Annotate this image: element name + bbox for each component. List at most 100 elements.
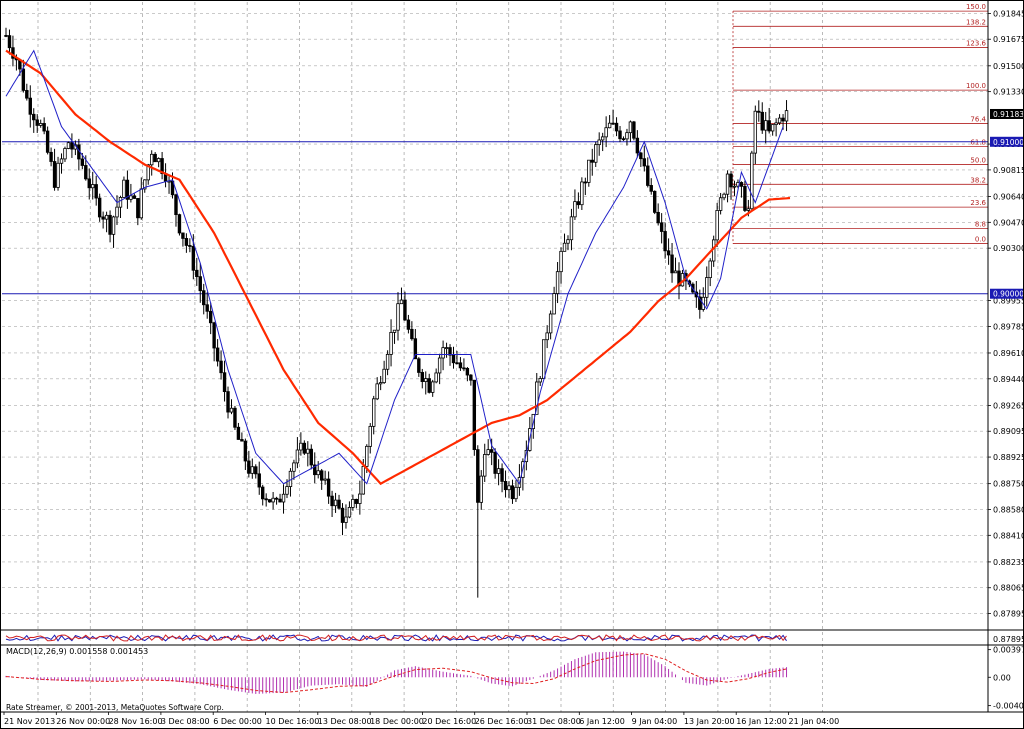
bull-candle [56, 162, 60, 188]
bull-candle [444, 347, 449, 349]
bear-candle [465, 367, 470, 376]
bull-candle [573, 201, 577, 218]
price-axis-label: 0.88925 [993, 453, 1024, 462]
bear-candle [767, 120, 771, 132]
bear-candle [493, 451, 497, 474]
bull-candle [597, 139, 601, 146]
bear-candle [35, 119, 39, 126]
bull-candle [483, 454, 487, 477]
mini-indicator-line-blue [5, 634, 787, 642]
bull-candle [347, 507, 352, 518]
bull-candle [770, 124, 775, 132]
bear-candle [510, 485, 515, 500]
bear-candle [226, 391, 230, 413]
bear-candle [614, 122, 619, 132]
bear-candle [781, 117, 785, 122]
bull-candle [91, 184, 95, 189]
bull-candle [229, 407, 234, 413]
bull-candle [424, 378, 428, 382]
bull-candle [718, 197, 723, 211]
bull-candle [538, 378, 542, 383]
fibonacci-level-label: 150.0 [966, 3, 986, 11]
bear-candle [4, 35, 8, 37]
bear-candle [222, 372, 227, 393]
bull-candle [774, 122, 778, 126]
bull-candle [368, 425, 372, 447]
bull-candle [306, 448, 310, 454]
bull-candle [441, 347, 445, 359]
bull-candle [351, 498, 355, 508]
macd-title: MACD(12,26,9) 0.001558 0.001453 [6, 647, 148, 656]
bear-candle [254, 466, 258, 475]
bull-candle [604, 127, 608, 138]
price-axis-label: 0.88065 [993, 584, 1024, 593]
bull-candle [316, 470, 320, 476]
bull-candle [156, 158, 161, 163]
bear-candle [264, 498, 268, 501]
bear-candle [309, 448, 313, 466]
price-axis-label: 0.89440 [993, 375, 1024, 384]
bear-candle [195, 269, 199, 278]
fibonacci-level-label: 100.0 [966, 82, 986, 90]
bull-candle [559, 250, 563, 273]
mini-indicator-panel: 0.87895 [0, 629, 1024, 644]
bear-candle [417, 358, 421, 373]
bull-candle [625, 132, 629, 140]
bull-candle [333, 499, 338, 507]
bear-candle [448, 347, 452, 356]
price-axis-label: 0.91675 [993, 35, 1024, 44]
bear-candle [330, 495, 334, 507]
bear-candle [243, 440, 248, 462]
price-axis-label: 0.89785 [993, 322, 1024, 331]
fast-moving-average-line [5, 49, 784, 485]
bear-candle [108, 214, 112, 235]
bear-candle [618, 130, 622, 140]
macd-signal-line [5, 653, 787, 694]
bull-candle [143, 179, 147, 190]
bull-candle [750, 152, 754, 210]
fibonacci-level-label: 0.0 [975, 236, 986, 244]
bear-candle [659, 222, 664, 232]
macd-panel: 0.003974 0.00 -0.004085 [0, 644, 1024, 711]
bull-candle [149, 153, 154, 166]
bear-candle [42, 123, 46, 132]
time-axis-label: 3 Dec 08:00 [161, 717, 210, 726]
price-tags: 0.91183 0.91000 0.90000 [990, 108, 1024, 299]
time-axis-label: 10 Dec 16:00 [266, 717, 320, 726]
bear-candle [219, 360, 223, 374]
current-price-tag [990, 108, 1024, 119]
time-axis-label: 26 Nov 00:00 [56, 717, 110, 726]
bull-candle [600, 136, 605, 141]
time-axis-label: 13 Dec 08:00 [318, 717, 372, 726]
bull-candle [139, 188, 143, 219]
time-axis-label: 16 Jan 12:00 [736, 717, 787, 726]
bear-candle [257, 473, 261, 488]
bull-candle [358, 493, 362, 504]
bear-candle [760, 111, 764, 131]
bear-candle [212, 322, 216, 349]
bear-candle [313, 464, 317, 476]
bull-candle [514, 486, 518, 500]
bull-candle [118, 197, 123, 208]
price-tag-label: 0.91000 [993, 138, 1024, 147]
bull-candle [569, 216, 574, 241]
bear-candle [427, 378, 431, 393]
bull-candle [365, 445, 369, 467]
bear-candle [458, 362, 463, 369]
bull-candle [784, 110, 789, 122]
price-tag-label: 0.91183 [993, 110, 1024, 119]
macd-axis-label: 0.003974 [993, 646, 1024, 655]
bull-candle [430, 381, 435, 393]
bull-candle [479, 475, 483, 503]
bear-candle [21, 68, 26, 91]
mini-axis-label: 0.87895 [993, 635, 1024, 644]
bear-candle [451, 354, 456, 364]
bear-candle [177, 214, 182, 234]
bear-candle [670, 254, 674, 274]
horizontal-levels[interactable] [2, 141, 988, 295]
bear-candle [25, 89, 29, 99]
bull-candle [594, 144, 598, 163]
bull-candle [104, 214, 109, 220]
bull-candle [562, 242, 567, 252]
